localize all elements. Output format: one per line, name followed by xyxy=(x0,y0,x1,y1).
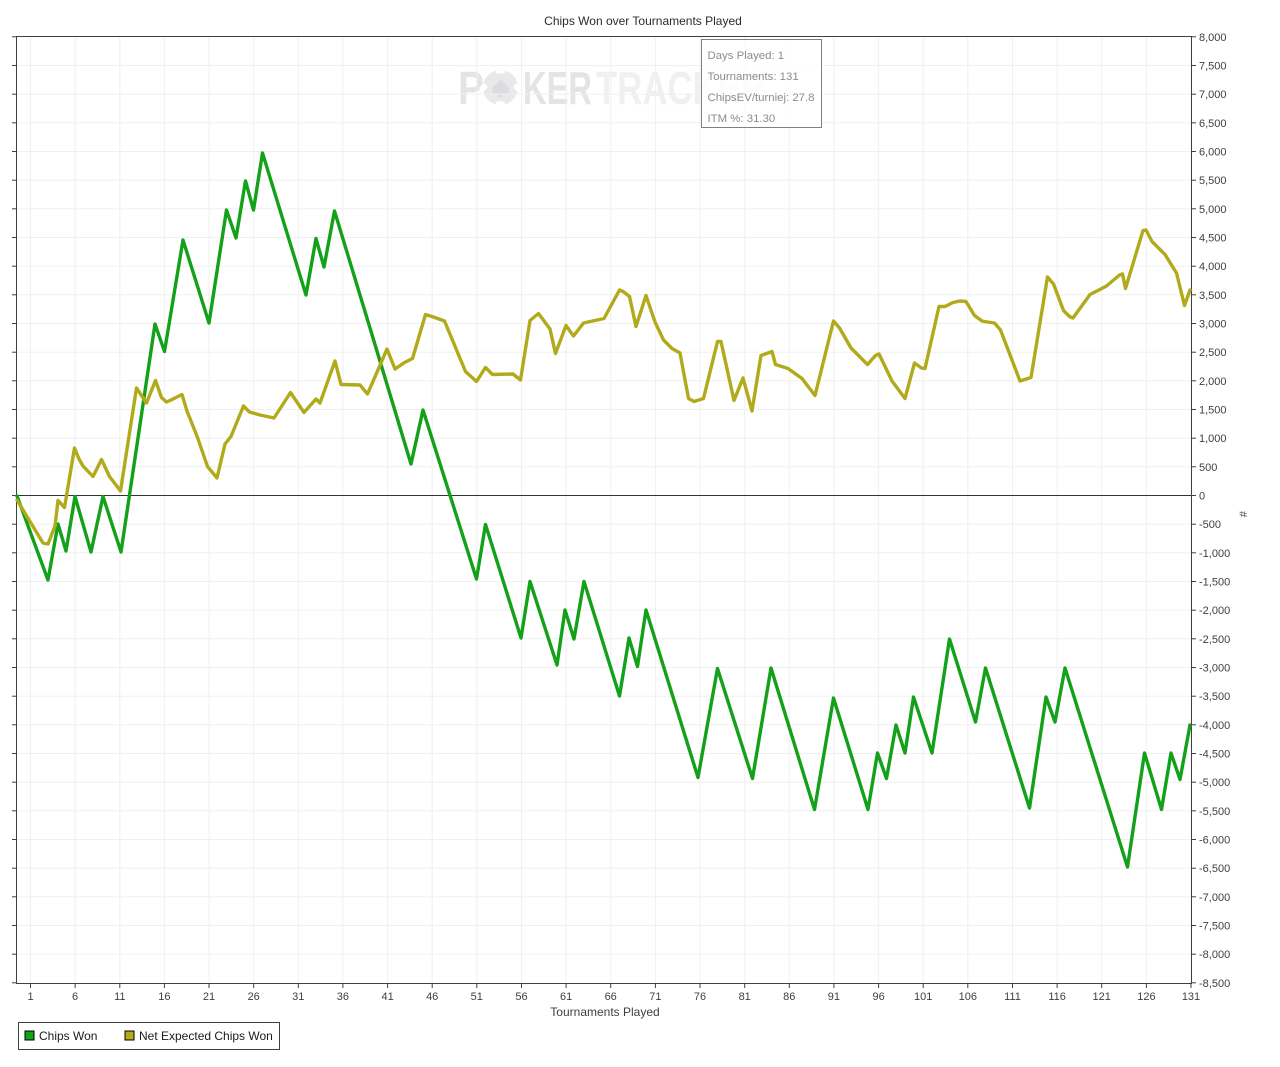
svg-text:-7,500: -7,500 xyxy=(1199,921,1230,933)
svg-text:-5,500: -5,500 xyxy=(1199,806,1230,818)
svg-text:-2,000: -2,000 xyxy=(1199,605,1230,617)
svg-text:21: 21 xyxy=(203,991,215,1003)
svg-text:2,000: 2,000 xyxy=(1199,376,1227,388)
svg-text:3,000: 3,000 xyxy=(1199,319,1227,331)
svg-text:-2,500: -2,500 xyxy=(1199,634,1230,646)
svg-text:96: 96 xyxy=(872,991,884,1003)
svg-text:0: 0 xyxy=(1199,491,1205,503)
svg-text:#: # xyxy=(1238,510,1250,517)
svg-text:56: 56 xyxy=(515,991,527,1003)
svg-text:-8,500: -8,500 xyxy=(1199,978,1230,990)
svg-text:-1,500: -1,500 xyxy=(1199,577,1230,589)
svg-text:131: 131 xyxy=(1182,991,1200,1003)
svg-text:76: 76 xyxy=(694,991,706,1003)
svg-text:71: 71 xyxy=(649,991,661,1003)
svg-text:8,000: 8,000 xyxy=(1199,32,1227,44)
svg-text:Days Played: 1: Days Played: 1 xyxy=(708,50,785,62)
svg-text:-4,000: -4,000 xyxy=(1199,720,1230,732)
svg-text:86: 86 xyxy=(783,991,795,1003)
svg-text:-6,500: -6,500 xyxy=(1199,863,1230,875)
svg-text:5,500: 5,500 xyxy=(1199,175,1227,187)
svg-text:-8,000: -8,000 xyxy=(1199,949,1230,961)
svg-text:Tournaments: 131: Tournaments: 131 xyxy=(708,71,799,83)
svg-text:ChipsEV/turniej: 27.8: ChipsEV/turniej: 27.8 xyxy=(708,92,815,104)
svg-text:16: 16 xyxy=(158,991,170,1003)
svg-text:66: 66 xyxy=(605,991,617,1003)
svg-text:3,500: 3,500 xyxy=(1199,290,1227,302)
svg-text:-4,500: -4,500 xyxy=(1199,749,1230,761)
svg-text:1,500: 1,500 xyxy=(1199,405,1227,417)
svg-text:61: 61 xyxy=(560,991,572,1003)
svg-text:Net Expected Chips Won: Net Expected Chips Won xyxy=(139,1029,273,1043)
svg-text:126: 126 xyxy=(1137,991,1155,1003)
svg-text:-5,000: -5,000 xyxy=(1199,777,1230,789)
svg-text:106: 106 xyxy=(959,991,977,1003)
svg-text:-3,000: -3,000 xyxy=(1199,663,1230,675)
svg-text:6,000: 6,000 xyxy=(1199,147,1227,159)
svg-text:-1,000: -1,000 xyxy=(1199,548,1230,560)
svg-text:ITM %: 31.30: ITM %: 31.30 xyxy=(708,113,776,125)
svg-text:Tournaments Played: Tournaments Played xyxy=(550,1005,659,1019)
svg-text:26: 26 xyxy=(248,991,260,1003)
svg-text:1,000: 1,000 xyxy=(1199,433,1227,445)
svg-text:KER: KER xyxy=(523,62,592,114)
svg-text:121: 121 xyxy=(1093,991,1111,1003)
svg-text:-6,000: -6,000 xyxy=(1199,835,1230,847)
svg-text:31: 31 xyxy=(292,991,304,1003)
svg-text:11: 11 xyxy=(114,991,125,1003)
svg-text:116: 116 xyxy=(1048,991,1066,1003)
svg-text:7,000: 7,000 xyxy=(1199,89,1227,101)
svg-text:-500: -500 xyxy=(1199,519,1221,531)
svg-text:4,000: 4,000 xyxy=(1199,261,1227,273)
svg-text:2,500: 2,500 xyxy=(1199,347,1227,359)
svg-text:1: 1 xyxy=(27,991,33,1003)
svg-text:81: 81 xyxy=(739,991,751,1003)
svg-text:111: 111 xyxy=(1004,991,1021,1003)
svg-text:-3,500: -3,500 xyxy=(1199,691,1230,703)
svg-text:46: 46 xyxy=(426,991,438,1003)
svg-text:91: 91 xyxy=(828,991,840,1003)
svg-text:-7,000: -7,000 xyxy=(1199,892,1230,904)
svg-text:6: 6 xyxy=(72,991,78,1003)
svg-text:101: 101 xyxy=(914,991,932,1003)
svg-text:7,500: 7,500 xyxy=(1199,61,1227,73)
svg-text:51: 51 xyxy=(471,991,483,1003)
svg-text:Chips Won over Tournaments Pla: Chips Won over Tournaments Played xyxy=(544,14,742,28)
svg-text:4,500: 4,500 xyxy=(1199,233,1227,245)
svg-text:500: 500 xyxy=(1199,462,1217,474)
svg-text:Chips Won: Chips Won xyxy=(39,1029,97,1043)
svg-text:41: 41 xyxy=(381,991,393,1003)
svg-text:5,000: 5,000 xyxy=(1199,204,1227,216)
svg-text:6,500: 6,500 xyxy=(1199,118,1227,130)
svg-text:36: 36 xyxy=(337,991,349,1003)
